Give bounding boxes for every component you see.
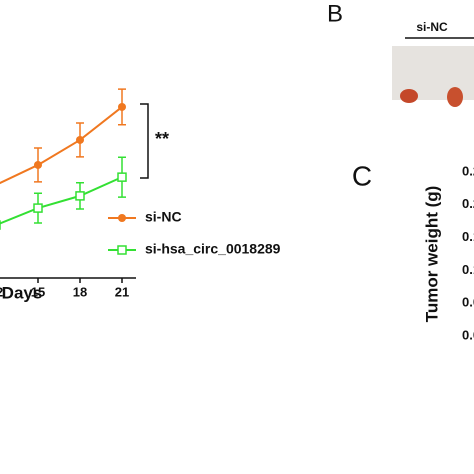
series-line [0, 176, 123, 225]
series-line [0, 106, 123, 185]
y-tick-label: 0.1 [462, 262, 474, 277]
y-tick-label: 0.0 [462, 295, 474, 310]
point [75, 191, 85, 201]
y-tick-label: 0.0 [462, 327, 474, 342]
significance-bracket [140, 103, 149, 179]
x-tick-label: 15 [31, 284, 45, 299]
y-tick-label: 0.2 [462, 163, 474, 178]
point [118, 102, 126, 111]
tumor [447, 87, 463, 107]
legend-marker [118, 214, 126, 222]
point [34, 160, 42, 169]
legend-marker [117, 245, 127, 255]
legend-label: si-NC [145, 209, 182, 225]
tumor [400, 89, 418, 103]
panel-label: C [352, 160, 372, 191]
legend-label: si-hsa_circ_0018289 [145, 241, 281, 257]
y-axis-label: Tumor weight (g) [422, 186, 441, 323]
x-axis-label: Days [2, 283, 43, 302]
point [117, 172, 127, 182]
group-label: si-NC [416, 20, 448, 34]
y-tick-label: 0.2 [462, 196, 474, 211]
x-tick-label: 12 [0, 284, 3, 299]
x-tick-label: 21 [115, 284, 129, 299]
point [76, 135, 84, 144]
point [33, 203, 43, 213]
panel-label: B [327, 0, 343, 27]
annotation: ** [155, 129, 169, 149]
y-tick-label: 0.1 [462, 229, 474, 244]
x-tick-label: 18 [73, 284, 87, 299]
